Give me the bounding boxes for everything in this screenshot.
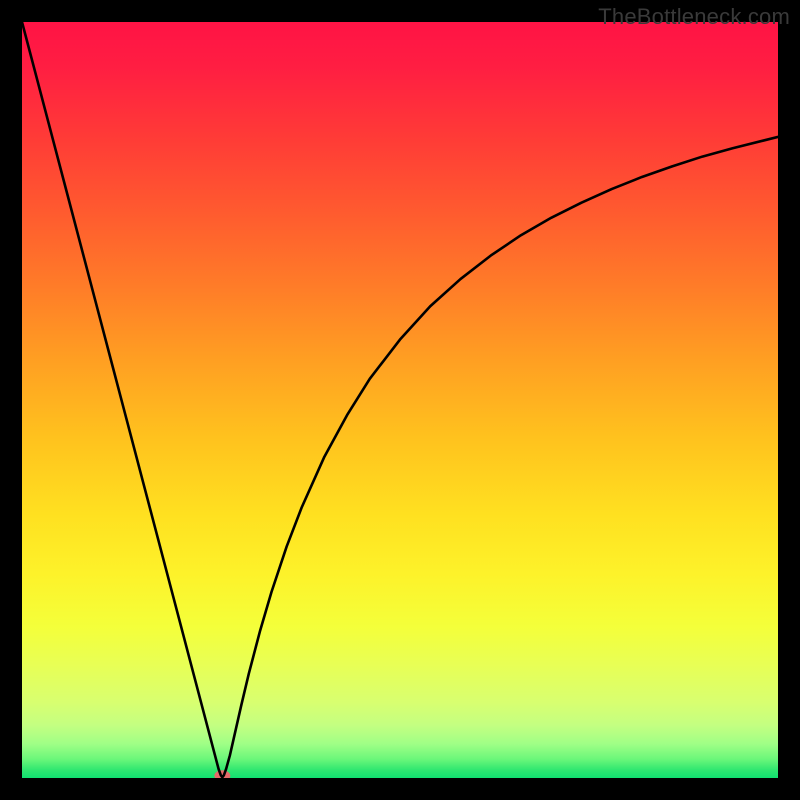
plot-area bbox=[22, 22, 778, 778]
watermark-text: TheBottleneck.com bbox=[598, 4, 790, 30]
chart-frame: TheBottleneck.com bbox=[0, 0, 800, 800]
plot-svg bbox=[22, 22, 778, 778]
gradient-background bbox=[22, 22, 778, 778]
